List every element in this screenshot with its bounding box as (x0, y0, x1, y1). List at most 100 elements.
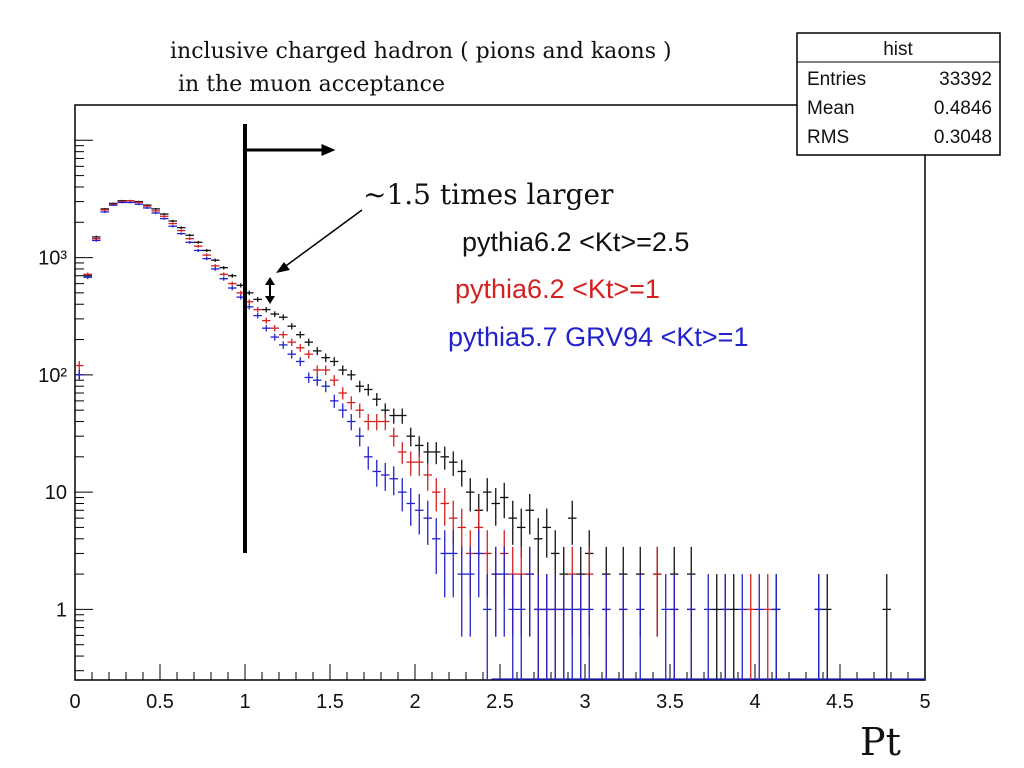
y-tick-label: 1 (56, 599, 67, 621)
series-3 (75, 201, 823, 680)
data-point (211, 258, 220, 262)
data-point (177, 229, 186, 232)
data-point (168, 219, 177, 223)
data-point (338, 365, 347, 376)
chart-title-line-1: inclusive charged hadron ( pions and kao… (170, 39, 672, 64)
data-point (134, 201, 143, 204)
data-point (313, 375, 322, 386)
data-point (389, 466, 398, 496)
y-tick-label: 10 (45, 482, 67, 504)
data-point (483, 478, 492, 512)
x-tick-label: 3 (579, 691, 590, 713)
data-point (253, 297, 262, 302)
chart-title: inclusive charged hadron ( pions and kao… (170, 39, 672, 97)
data-point (772, 574, 781, 680)
data-series (75, 199, 925, 680)
data-point (500, 546, 509, 637)
data-point (474, 530, 483, 598)
data-point (100, 210, 109, 213)
data-point (712, 574, 721, 680)
data-point (406, 427, 415, 447)
data-point (296, 357, 305, 367)
data-point (670, 574, 679, 680)
data-point (619, 574, 628, 680)
data-point (185, 240, 194, 244)
data-point (253, 306, 262, 313)
data-point (440, 446, 449, 470)
data-point (551, 574, 560, 680)
data-point (457, 459, 466, 487)
data-point (211, 264, 220, 268)
acceptance-cut-annotation (243, 124, 336, 553)
data-point (882, 574, 891, 680)
data-point (534, 518, 543, 575)
data-point (491, 546, 500, 637)
data-point (364, 446, 373, 470)
data-point (347, 369, 356, 381)
data-point (398, 478, 407, 512)
data-point (330, 357, 339, 367)
data-point (270, 325, 279, 332)
series-1 (75, 199, 891, 680)
data-point (262, 317, 271, 324)
data-point (177, 232, 186, 235)
ratio-annotation: ~1.5 times larger (265, 178, 614, 304)
data-point (440, 488, 449, 526)
x-tick-label: 4 (749, 691, 760, 713)
data-point (143, 205, 152, 208)
data-point (75, 369, 84, 381)
data-point (814, 574, 823, 680)
data-point (355, 403, 364, 418)
x-axis-ticks: 0 0.5 1 1.5 2 2.5 3 3.5 4 4.5 5 (69, 664, 931, 713)
data-point (381, 414, 390, 431)
data-point (483, 574, 492, 680)
data-point (100, 208, 109, 211)
data-point (219, 265, 228, 270)
data-point (738, 574, 747, 680)
x-tick-label: 0.5 (146, 691, 174, 713)
stats-box-title: hist (883, 39, 913, 60)
data-point (202, 253, 211, 257)
data-point (151, 207, 160, 210)
data-point (534, 574, 543, 680)
data-point (653, 546, 662, 637)
data-point (364, 383, 373, 396)
series-2 (75, 199, 772, 680)
data-point (202, 257, 211, 261)
data-point (398, 408, 407, 424)
data-point (763, 574, 772, 680)
data-point (576, 574, 585, 680)
data-point (423, 500, 432, 545)
data-point (372, 459, 381, 487)
data-point (313, 365, 322, 376)
data-point (330, 394, 339, 408)
data-point (661, 574, 670, 680)
data-point (279, 331, 288, 339)
data-point (194, 240, 203, 244)
data-point (721, 574, 730, 680)
ratio-double-arrow-top (265, 277, 275, 285)
data-point (432, 442, 441, 465)
data-point (185, 233, 194, 237)
data-point (568, 574, 577, 680)
x-tick-label: 1 (239, 691, 250, 713)
data-point (194, 244, 203, 248)
data-point (287, 323, 296, 330)
data-point (500, 482, 509, 519)
stats-rms-label: RMS (807, 127, 849, 148)
data-point (372, 393, 381, 407)
data-point (389, 427, 398, 447)
data-point (321, 365, 330, 376)
data-point (508, 574, 517, 680)
stats-mean-label: Mean (807, 98, 855, 119)
data-point (134, 203, 143, 206)
data-point (423, 442, 432, 465)
data-point (160, 217, 169, 220)
data-point (466, 478, 475, 512)
data-point (525, 546, 534, 637)
data-point (542, 508, 551, 558)
data-point (585, 574, 594, 680)
stats-entries-label: Entries (807, 69, 866, 90)
data-point (423, 462, 432, 491)
data-point (160, 213, 169, 216)
